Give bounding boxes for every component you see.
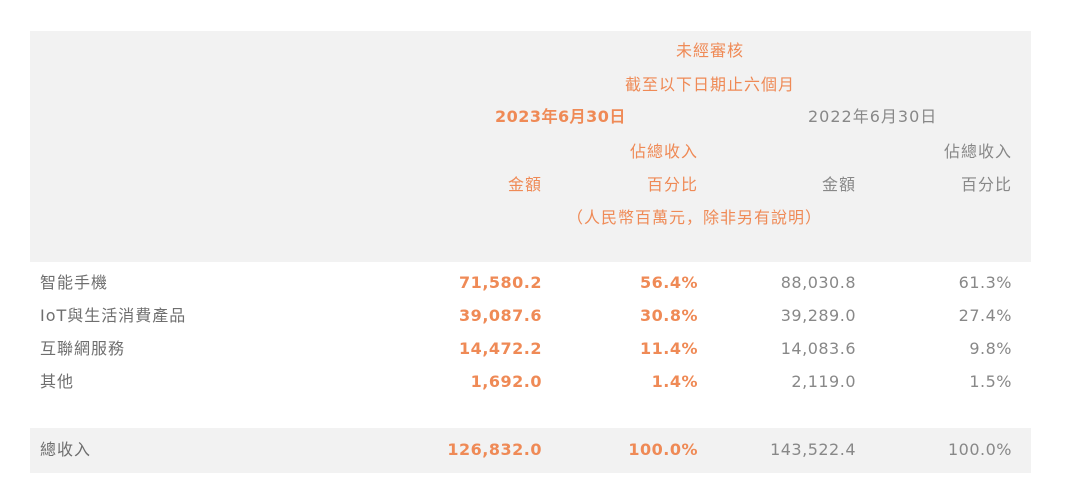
unaudited-label: 未經審核 [675,41,744,60]
pct-2022-cell: 27.4% [958,306,1012,325]
unit-note: （人民幣百萬元，除非另有說明） [567,208,823,227]
amount-2022-header: 金額 [821,175,856,194]
date-2022-label: 2022年6月30日 [808,107,938,126]
amount-2022-cell: 2,119.0 [791,372,856,391]
amount-2023-cell: 14,472.2 [459,339,542,358]
total-pct-2023: 100.0% [628,440,698,459]
period-label: 截至以下日期止六個月 [624,75,795,94]
pct-2023-cell: 56.4% [639,273,698,292]
total-amount-2022: 143,522.4 [770,440,856,459]
pct-2022-cell: 1.5% [969,372,1012,391]
total-amount-2023: 126,832.0 [447,440,542,459]
total-label: 總收入 [40,440,92,459]
pct-2022-header-line2: 百分比 [960,175,1012,194]
pct-2023-cell: 30.8% [639,306,698,325]
pct-2023-cell: 1.4% [651,372,698,391]
row-label: 互聯網服務 [40,339,126,358]
pct-2023-cell: 11.4% [639,339,698,358]
amount-2022-cell: 88,030.8 [780,273,856,292]
row-label: 其他 [40,372,75,391]
amount-2023-cell: 71,580.2 [459,273,542,292]
table-header-band [30,31,1031,262]
row-label: 智能手機 [40,273,109,292]
table-total-band [30,428,1031,473]
amount-2022-cell: 39,289.0 [780,306,856,325]
row-label: IoT與生活消費產品 [40,306,187,325]
pct-2022-cell: 61.3% [958,273,1012,292]
date-2023-label: 2023年6月30日 [495,107,626,126]
pct-2022-header-line1: 佔總收入 [943,142,1012,161]
amount-2023-cell: 1,692.0 [470,372,542,391]
amount-2023-cell: 39,087.6 [459,306,542,325]
pct-2022-cell: 9.8% [969,339,1012,358]
amount-2023-header: 金額 [507,175,542,194]
total-pct-2022: 100.0% [947,440,1012,459]
pct-2023-header-line2: 百分比 [646,175,698,194]
pct-2023-header-line1: 佔總收入 [629,142,698,161]
amount-2022-cell: 14,083.6 [780,339,856,358]
